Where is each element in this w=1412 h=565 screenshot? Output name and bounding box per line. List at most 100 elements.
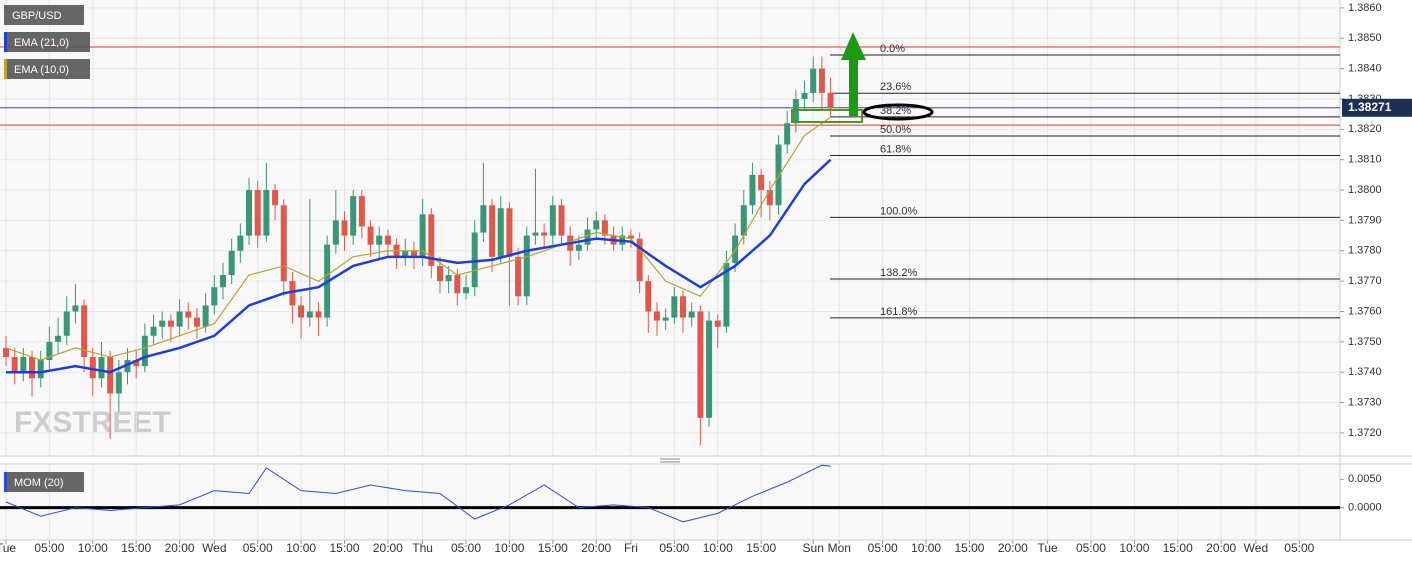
last-price-label: 1.38271 (1348, 100, 1392, 114)
legend-swatch (4, 32, 7, 52)
candle-body (766, 190, 773, 206)
y-tick-label: 1.3820 (1348, 123, 1382, 135)
y-tick-label: 1.3860 (1348, 2, 1382, 14)
fib-label: 23.6% (880, 81, 911, 93)
y-tick-label: 1.3800 (1348, 184, 1382, 196)
fib-label: 138.2% (880, 267, 918, 279)
x-tick-label: 05:00 (243, 541, 273, 555)
legend-label: GBP/USD (12, 10, 62, 22)
candle-body (72, 305, 79, 312)
candle-body (558, 205, 565, 236)
fib-label: 50.0% (880, 124, 911, 136)
candle-body (428, 214, 435, 266)
candle-body (627, 235, 634, 239)
series-line (5, 158, 832, 374)
candle-body (784, 123, 791, 145)
candle-body (697, 311, 704, 418)
x-tick-label: 15:00 (121, 541, 151, 555)
x-tick-label: Wed (202, 541, 226, 555)
x-tick-label: 15:00 (538, 541, 568, 555)
candle-body (471, 232, 478, 288)
last-price-box (1342, 98, 1412, 117)
candle-body (818, 68, 825, 93)
candle-body (523, 235, 530, 297)
candle-body (185, 311, 192, 318)
candle-body (801, 92, 808, 99)
candle-body (315, 311, 322, 318)
fib-label: 61.8% (880, 143, 911, 155)
legend-label: EMA (21,0) (14, 37, 69, 49)
candle-body (506, 208, 513, 257)
candle-body (367, 226, 374, 245)
x-tick-label: 20:00 (1206, 541, 1236, 555)
candle-body (219, 275, 226, 288)
legend-label: EMA (10,0) (14, 64, 69, 76)
candle-body (575, 244, 582, 251)
candle-body (167, 320, 174, 327)
x-tick-label: Wed (1244, 541, 1268, 555)
x-tick-label: 10:00 (78, 541, 108, 555)
x-tick-label: 05:00 (659, 541, 689, 555)
candle-body (98, 357, 105, 379)
candle-body (827, 92, 834, 109)
highlight-ellipse (862, 103, 934, 121)
mom-plot-bg (0, 464, 1340, 540)
candle-body (332, 220, 339, 245)
candle-body (306, 311, 313, 318)
candle-body (732, 235, 739, 263)
candle-body (653, 311, 660, 321)
candle-body (20, 357, 27, 373)
x-tick-label: 10:00 (494, 541, 524, 555)
candle-body (680, 296, 687, 318)
candle-body (489, 205, 496, 257)
y-tick-label: 1.3780 (1348, 245, 1382, 257)
candle-body (601, 220, 608, 236)
y-tick-label: 1.3790 (1348, 214, 1382, 226)
candle-body (810, 68, 817, 93)
y-tick-label: 1.3730 (1348, 396, 1382, 408)
candle-body (645, 281, 652, 312)
candle-body (662, 317, 669, 321)
candle-body (402, 250, 409, 257)
candle-body (376, 235, 383, 245)
x-tick-label: 15:00 (329, 541, 359, 555)
candle-body (263, 190, 270, 236)
candle-body (410, 250, 417, 257)
series-line (5, 116, 831, 361)
candle-body (549, 205, 556, 236)
candle-body (228, 250, 235, 276)
candle-body (515, 256, 522, 297)
x-tick-label: 10:00 (286, 541, 316, 555)
legend-swatch (4, 59, 7, 79)
x-tick-label: 05:00 (1284, 541, 1314, 555)
candle-body (298, 305, 305, 318)
candle-body (133, 360, 140, 367)
candle-body (532, 232, 539, 236)
y-tick-label: 1.3740 (1348, 366, 1382, 378)
x-tick-label: 10:00 (703, 541, 733, 555)
x-tick-label: 20:00 (998, 541, 1028, 555)
candle-body (775, 144, 782, 206)
x-tick-label: Fri (624, 541, 638, 555)
candle-body (55, 335, 62, 342)
candle-body (202, 305, 209, 327)
x-tick-label: 05:00 (34, 541, 64, 555)
candle-body (358, 196, 365, 227)
candle-body (246, 190, 253, 236)
candle-body (141, 335, 148, 367)
x-tick-label: Mon (828, 541, 851, 555)
candle-body (176, 311, 183, 327)
resize-handle[interactable] (660, 458, 680, 463)
candle-body (237, 235, 244, 251)
candle-body (792, 98, 799, 124)
candle-body (29, 357, 36, 379)
y-tick-label: 1.3770 (1348, 275, 1382, 287)
candle-body (159, 320, 166, 327)
highlight-box (791, 109, 863, 123)
candle-body (150, 326, 157, 336)
candle-body (723, 262, 730, 327)
candle-body (593, 220, 600, 230)
candle-body (636, 238, 643, 282)
candle-body (124, 360, 131, 373)
